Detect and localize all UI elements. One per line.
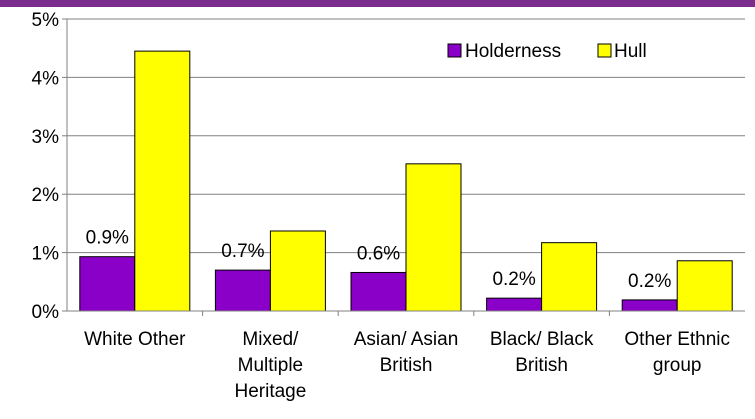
data-label-holderness: 0.9% (86, 228, 129, 249)
bars (79, 50, 733, 312)
bar-holderness (621, 299, 678, 312)
x-axis: White Other Mixed/Multiple Heritage Asian/ … (67, 310, 745, 402)
x-tick-label-line: Mixed/ (242, 329, 299, 350)
legend-swatch-hull (597, 43, 612, 58)
x-tick-label: Other Ethnic group (624, 329, 730, 376)
bar-holderness (214, 269, 271, 312)
x-tick-label: Asian/ Asian British (354, 329, 459, 376)
data-label-holderness: 0.2% (492, 269, 535, 290)
y-tick-label: 1% (32, 244, 60, 265)
y-tick-label: 0% (32, 302, 60, 323)
data-label-holderness: 0.2% (628, 271, 671, 292)
x-tick-label-line: British (380, 355, 433, 376)
x-tick-label-line: group (653, 355, 702, 376)
legend-label-holderness: Holderness (465, 41, 561, 62)
data-labels: 0.9% 0.7% 0.6% 0.2% 0.2% (86, 228, 672, 292)
legend-swatch-holderness (447, 43, 462, 58)
x-tick-label-line: Other Ethnic (624, 329, 730, 350)
bar-hull (676, 260, 733, 312)
y-tick-label: 2% (32, 185, 60, 206)
bar-holderness (79, 256, 136, 312)
x-tick-label: White Other (84, 329, 186, 350)
x-tick-label-line: Multiple (238, 355, 303, 376)
bar-holderness (350, 271, 407, 312)
y-tick-label: 4% (32, 68, 60, 89)
legend: Holderness Hull (447, 41, 647, 62)
y-tick-label: 5% (32, 10, 60, 31)
x-tick-label-line: Heritage (234, 381, 306, 402)
y-tick-label: 3% (32, 127, 60, 148)
bar-hull (269, 230, 326, 312)
bar-holderness (486, 297, 543, 312)
x-tick-label-line: Asian/ Asian (354, 329, 459, 350)
top-rule (0, 0, 755, 7)
bar-hull (405, 163, 462, 312)
x-tick-label-line: White Other (84, 329, 186, 350)
x-tick-label: Mixed/Multiple Heritage (234, 329, 306, 402)
legend-label-hull: Hull (614, 41, 647, 62)
x-tick-label-line: British (515, 355, 568, 376)
y-axis: 0% 1% 2% 3% 4% 5% (32, 10, 68, 323)
data-label-holderness: 0.7% (221, 241, 264, 262)
x-tick-label: Black/ Black British (490, 329, 594, 376)
x-tick-label-line: Black/ Black (490, 329, 594, 350)
data-label-holderness: 0.6% (357, 243, 400, 264)
bar-hull (541, 242, 598, 312)
bar-hull (134, 50, 191, 312)
